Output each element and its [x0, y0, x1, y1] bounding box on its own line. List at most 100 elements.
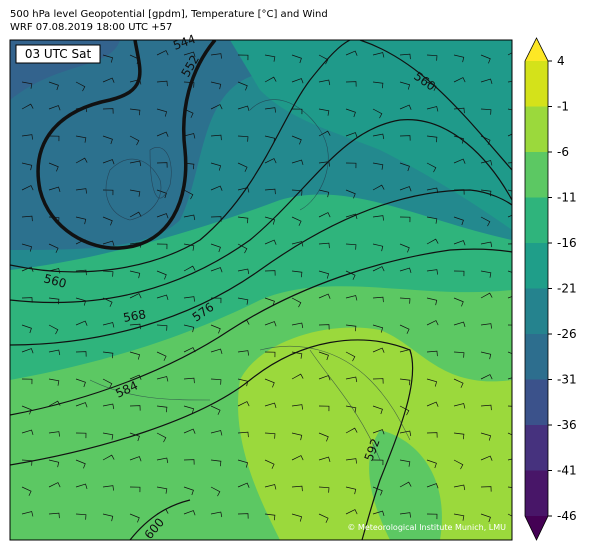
wind-barb [345, 270, 356, 280]
wind-barb [156, 243, 168, 250]
wind-barb [102, 322, 115, 328]
temperature-field [10, 40, 330, 250]
wind-barb [264, 432, 276, 439]
wind-barb [210, 134, 222, 141]
wind-barb [237, 297, 249, 305]
wind-barb [75, 188, 87, 194]
wind-barb [345, 243, 357, 250]
wind-barb [453, 158, 466, 164]
wind-barb [318, 513, 329, 523]
wind-barb [21, 324, 32, 334]
wind-barb [291, 108, 303, 115]
wind-barb [156, 351, 167, 361]
wind-barb [129, 351, 141, 360]
wind-barb [453, 403, 466, 409]
wind-barb [75, 483, 88, 489]
wind-barb [426, 54, 438, 61]
wind-barb [372, 405, 383, 415]
wind-barb [264, 402, 277, 408]
wind-barb [453, 321, 466, 327]
wind-barb [507, 214, 512, 218]
wind-barb [345, 162, 357, 169]
wind-barb [507, 189, 512, 192]
wind-barb [426, 350, 438, 357]
wind-barb [237, 350, 249, 356]
wind-barb [75, 432, 87, 439]
wind-barb [102, 240, 115, 246]
wind-barb [480, 241, 493, 248]
wind-barb [237, 105, 250, 111]
wind-barb [372, 162, 384, 170]
contour-600 [129, 499, 191, 540]
wind-barb [507, 432, 512, 436]
wind-barb [453, 216, 464, 226]
wind-barb [129, 270, 141, 279]
wind-barb [453, 240, 466, 246]
wind-barb [318, 351, 329, 361]
wind-barb [48, 378, 60, 386]
wind-barb [210, 430, 223, 436]
subtitle: WRF 07.08.2019 18:00 UTC +57 [10, 22, 172, 33]
wind-barb [507, 243, 512, 245]
contour-560 [10, 40, 351, 273]
wind-barb [102, 189, 114, 196]
wind-barb [318, 242, 330, 249]
wind-barb [102, 216, 113, 226]
colorbar-tick-label: 4 [557, 54, 565, 68]
wind-barb [480, 404, 492, 411]
wind-barb [507, 81, 512, 83]
wind-barb [345, 213, 358, 219]
wind-barb [399, 162, 410, 172]
title: 500 hPa level Geopotential [gpdm], Tempe… [10, 9, 328, 20]
wind-barb [291, 455, 304, 461]
contour-576 [10, 189, 512, 346]
contour-552 [36, 40, 217, 250]
wind-barb [264, 158, 277, 164]
colorbar-band [525, 197, 548, 243]
wind-barb [21, 378, 33, 385]
wind-barb [75, 459, 86, 469]
wind-barb [102, 485, 114, 491]
wind-barb [102, 108, 114, 114]
wind-barb [507, 486, 512, 488]
wind-barb [75, 378, 86, 388]
wind-barb [264, 107, 276, 113]
contour-568 [10, 119, 512, 304]
wind-barb [345, 376, 358, 383]
colorbar-band [525, 152, 548, 198]
wind-barb [426, 162, 437, 173]
wind-barb [426, 269, 438, 275]
wind-barb [183, 51, 196, 57]
wind-barb [102, 159, 115, 165]
wind-barb [237, 216, 249, 224]
wind-barb [237, 431, 249, 438]
wind-barb [426, 320, 439, 326]
wind-barb [183, 510, 196, 516]
wind-barb [48, 324, 59, 335]
wind-barb [264, 76, 277, 83]
colorbar-tick-label: -1 [557, 100, 569, 114]
wind-barb [318, 54, 329, 65]
wind-barb [48, 482, 61, 488]
wind-barb [183, 243, 195, 251]
wind-barb [102, 54, 114, 63]
wind-barb [210, 81, 222, 90]
colorbar-band [525, 288, 548, 334]
colorbar-band [525, 106, 548, 152]
wind-barb [48, 162, 59, 172]
map [10, 40, 512, 540]
wind-barb [264, 216, 276, 225]
wind-barb [291, 404, 303, 410]
wind-barb [75, 320, 88, 326]
wind-barb [102, 135, 113, 145]
wind-barb [480, 270, 492, 278]
wind-barb [183, 459, 195, 465]
wind-barb [264, 239, 277, 245]
wind-barb [237, 268, 250, 275]
wind-barb [345, 427, 358, 434]
wind-barb [318, 293, 331, 299]
wind-barb [345, 295, 358, 301]
wind-barb [399, 186, 412, 192]
wind-barb [102, 351, 114, 359]
